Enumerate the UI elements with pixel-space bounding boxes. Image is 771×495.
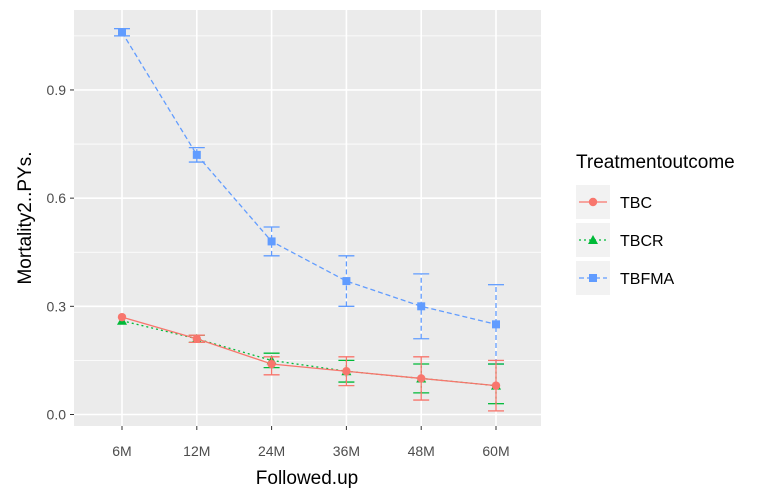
y-tick-label: 0.9 bbox=[47, 82, 67, 98]
legend-label: TBFMA bbox=[620, 271, 675, 288]
data-point bbox=[117, 312, 127, 322]
data-point bbox=[417, 302, 426, 311]
legend: Treatmentoutcome TBC TBCR TBFMA bbox=[576, 152, 735, 295]
minor-gridlines bbox=[74, 35, 541, 361]
legend-label: TBCR bbox=[620, 233, 664, 250]
legend-item-tbcr: TBCR bbox=[576, 223, 664, 257]
x-tick-label: 60M bbox=[482, 443, 509, 459]
data-point bbox=[118, 28, 126, 37]
y-tick-label: 0.6 bbox=[47, 190, 67, 206]
x-tick-label: 6M bbox=[112, 443, 131, 459]
data-point bbox=[192, 150, 201, 159]
x-tick-label: 48M bbox=[408, 443, 435, 459]
data-point bbox=[588, 235, 598, 244]
y-axis-title: Mortality2..PYs. bbox=[15, 151, 36, 284]
plot-panel bbox=[74, 10, 541, 426]
error-bar bbox=[188, 147, 205, 163]
series-line bbox=[121, 31, 497, 325]
y-tick-label: 0.0 bbox=[47, 407, 67, 423]
y-tick-label: 0.3 bbox=[47, 298, 67, 314]
data-point bbox=[192, 334, 201, 343]
x-tick-label: 12M bbox=[183, 443, 210, 459]
data-point bbox=[342, 367, 351, 376]
series-tbc bbox=[117, 312, 504, 412]
data-point bbox=[491, 381, 501, 390]
x-tick-label: 36M bbox=[333, 443, 360, 459]
series-layer bbox=[114, 28, 504, 412]
data-point bbox=[267, 359, 276, 369]
data-point bbox=[342, 277, 351, 286]
y-axis: 0.0 0.3 0.6 0.9 bbox=[47, 82, 74, 423]
legend-item-tbc: TBC bbox=[576, 185, 652, 219]
data-point bbox=[492, 320, 500, 329]
x-tick-label: 24M bbox=[258, 443, 285, 459]
data-point bbox=[589, 274, 597, 282]
data-point bbox=[417, 374, 426, 383]
data-point bbox=[267, 237, 276, 246]
error-bar bbox=[263, 226, 280, 257]
x-axis-title: Followed.up bbox=[256, 468, 358, 489]
x-axis: 6M 12M 24M 36M 48M 60M bbox=[112, 426, 510, 459]
series-line bbox=[121, 316, 497, 387]
legend-keys: TBC TBCR TBFMA bbox=[576, 185, 675, 295]
legend-item-tbfma: TBFMA bbox=[576, 261, 675, 295]
legend-label: TBC bbox=[620, 195, 652, 212]
data-point bbox=[588, 197, 598, 207]
legend-title: Treatmentoutcome bbox=[576, 152, 735, 173]
